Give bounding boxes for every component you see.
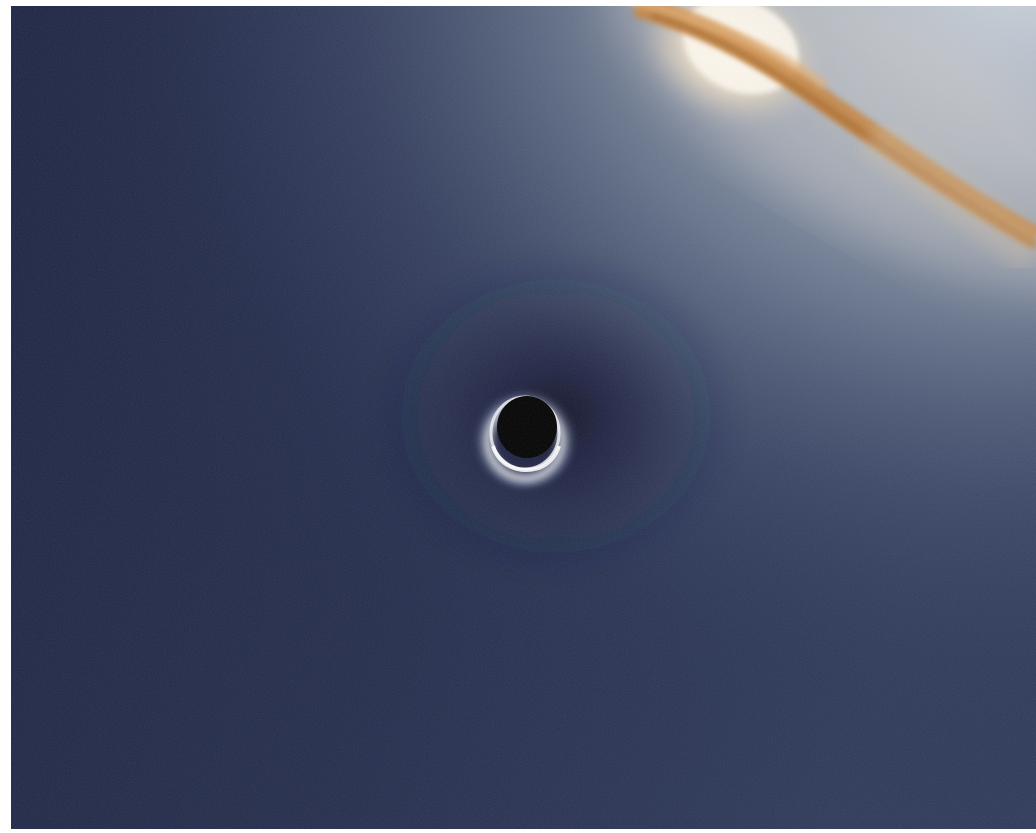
space-scene-svg [11,6,1036,829]
space-scene [11,6,1036,829]
noise-grain [11,6,1036,829]
